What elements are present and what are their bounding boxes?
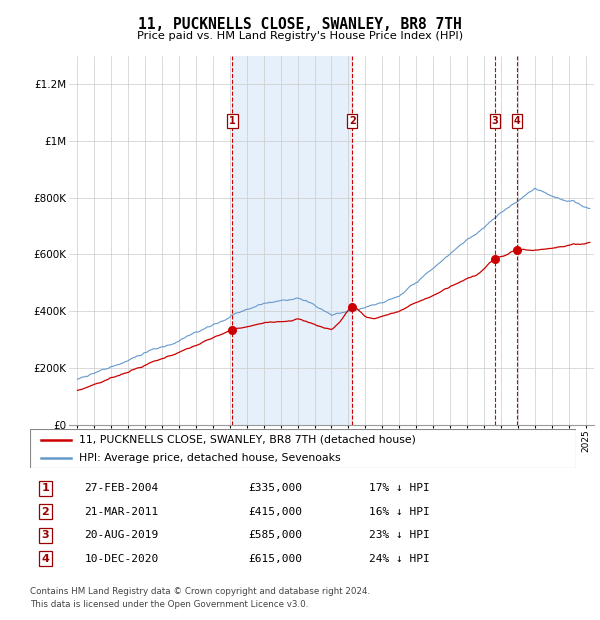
Text: This data is licensed under the Open Government Licence v3.0.: This data is licensed under the Open Gov… [30,600,308,609]
Text: Contains HM Land Registry data © Crown copyright and database right 2024.: Contains HM Land Registry data © Crown c… [30,587,370,596]
Text: 24% ↓ HPI: 24% ↓ HPI [368,554,429,564]
Text: 3: 3 [491,116,498,126]
Text: £585,000: £585,000 [248,530,302,540]
Text: 10-DEC-2020: 10-DEC-2020 [85,554,159,564]
Text: 2: 2 [349,116,356,126]
Text: £415,000: £415,000 [248,507,302,516]
Text: £335,000: £335,000 [248,483,302,493]
Text: 1: 1 [41,483,49,493]
Text: 27-FEB-2004: 27-FEB-2004 [85,483,159,493]
Text: 11, PUCKNELLS CLOSE, SWANLEY, BR8 7TH: 11, PUCKNELLS CLOSE, SWANLEY, BR8 7TH [138,17,462,32]
Text: £615,000: £615,000 [248,554,302,564]
Bar [232,56,352,425]
Text: 16% ↓ HPI: 16% ↓ HPI [368,507,429,516]
Text: 1: 1 [229,116,236,126]
Text: Price paid vs. HM Land Registry's House Price Index (HPI): Price paid vs. HM Land Registry's House … [137,31,463,41]
FancyBboxPatch shape [30,429,576,468]
Text: 21-MAR-2011: 21-MAR-2011 [85,507,159,516]
Text: HPI: Average price, detached house, Sevenoaks: HPI: Average price, detached house, Seve… [79,453,341,463]
Text: 11, PUCKNELLS CLOSE, SWANLEY, BR8 7TH (detached house): 11, PUCKNELLS CLOSE, SWANLEY, BR8 7TH (d… [79,435,416,445]
Text: 17% ↓ HPI: 17% ↓ HPI [368,483,429,493]
Text: 4: 4 [514,116,520,126]
Text: 20-AUG-2019: 20-AUG-2019 [85,530,159,540]
Text: 2: 2 [41,507,49,516]
Text: 4: 4 [41,554,49,564]
Text: 23% ↓ HPI: 23% ↓ HPI [368,530,429,540]
Text: 3: 3 [41,530,49,540]
